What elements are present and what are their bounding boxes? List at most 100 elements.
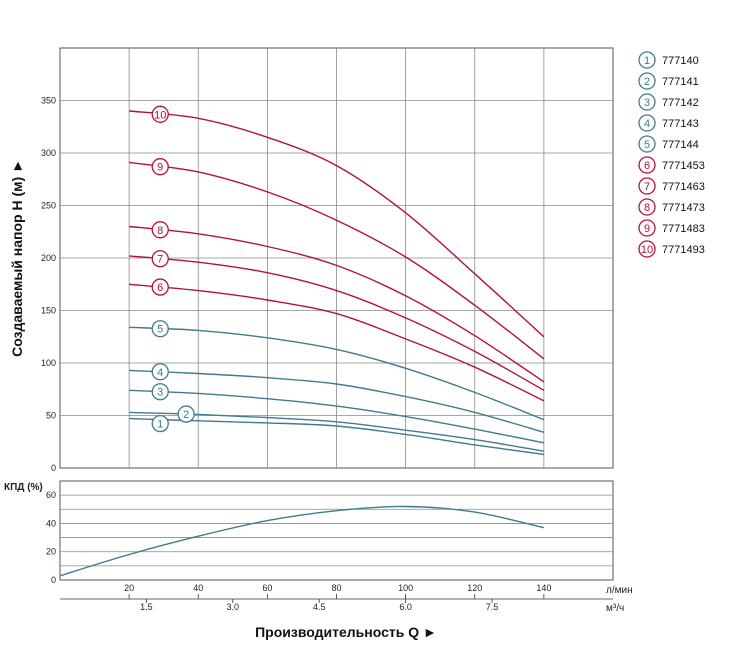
x-tick-label-m3h: 7.5 bbox=[486, 602, 499, 612]
legend-marker-label: 3 bbox=[644, 97, 650, 109]
curve-marker-9 bbox=[151, 158, 169, 176]
curve-marker-3 bbox=[151, 383, 169, 401]
curve-marker-8 bbox=[151, 221, 169, 239]
legend-entry-7771493: 7771493 bbox=[662, 244, 705, 256]
curve-marker-label: 6 bbox=[157, 282, 163, 294]
curve-marker-5 bbox=[151, 320, 169, 338]
efficiency-y-tick-label: 20 bbox=[46, 547, 56, 557]
legend-marker-8 bbox=[638, 198, 656, 216]
curve-marker-10 bbox=[151, 105, 169, 123]
head-y-tick-label: 200 bbox=[41, 253, 56, 263]
head-curve-1 bbox=[129, 417, 544, 456]
legend-entry-777144: 777144 bbox=[662, 139, 699, 151]
legend-marker-3 bbox=[638, 93, 656, 111]
x-tick-label-lmin: 100 bbox=[398, 583, 413, 593]
curve-marker-6 bbox=[151, 278, 169, 296]
legend-marker-10 bbox=[638, 240, 656, 258]
x-tick-label-lmin: 120 bbox=[467, 583, 482, 593]
legend-marker-7 bbox=[638, 177, 656, 195]
head-curve-7 bbox=[129, 255, 545, 391]
x-tick-label-m3h: 4.5 bbox=[313, 602, 326, 612]
x-unit-m3h: м³/ч bbox=[606, 603, 624, 614]
x-axis-title: Производительность Q ► bbox=[255, 624, 437, 640]
efficiency-chart-series bbox=[59, 505, 545, 577]
curve-marker-label: 4 bbox=[157, 367, 163, 379]
legend-marker-4 bbox=[638, 114, 656, 132]
head-chart-grid bbox=[59, 47, 614, 469]
legend-entry-777141: 777141 bbox=[662, 76, 699, 88]
curve-marker-label: 7 bbox=[157, 254, 163, 266]
x-tick-label-lmin: 20 bbox=[124, 583, 134, 593]
legend-entry-777143: 777143 bbox=[662, 118, 699, 130]
legend-entry-777140: 777140 bbox=[662, 55, 699, 67]
legend: 1 777140 2 777141 3 777142 4 777143 5 777144 6 7771… bbox=[638, 51, 705, 258]
legend-marker-label: 6 bbox=[644, 160, 650, 172]
head-y-tick-label: 0 bbox=[51, 463, 56, 473]
head-y-tick-label: 100 bbox=[41, 358, 56, 368]
x-tick-label-lmin: 80 bbox=[331, 583, 341, 593]
curve-marker-4 bbox=[151, 363, 169, 381]
head-y-tick-label: 300 bbox=[41, 148, 56, 158]
curve-marker-label: 8 bbox=[157, 225, 163, 237]
curve-marker-7 bbox=[151, 250, 169, 268]
curve-marker-label: 2 bbox=[183, 409, 189, 421]
head-chart-ticks: 0 50 100 150 200 250 300 350 bbox=[41, 96, 56, 474]
legend-marker-label: 1 bbox=[644, 55, 650, 67]
x-tick-label-m3h: 3.0 bbox=[227, 602, 240, 612]
head-curve-5 bbox=[129, 326, 545, 421]
x-tick-label-m3h: 1.5 bbox=[140, 602, 153, 612]
legend-marker-2 bbox=[638, 72, 656, 90]
legend-entry-7771483: 7771483 bbox=[662, 223, 705, 235]
curve-marker-label: 10 bbox=[154, 109, 166, 121]
x-tick-label-lmin: 140 bbox=[536, 583, 551, 593]
head-curve-8 bbox=[129, 225, 545, 383]
efficiency-y-tick-label: 0 bbox=[51, 575, 56, 585]
legend-marker-label: 9 bbox=[644, 223, 650, 235]
curve-marker-label: 5 bbox=[157, 324, 163, 336]
legend-marker-1 bbox=[638, 51, 656, 69]
efficiency-curve bbox=[59, 505, 545, 577]
x-tick-label-lmin: 60 bbox=[262, 583, 272, 593]
legend-marker-label: 8 bbox=[644, 202, 650, 214]
head-curve-6 bbox=[129, 283, 545, 402]
head-chart-markers: 1 2 3 4 5 6 7 8 9 10 bbox=[151, 105, 195, 433]
legend-marker-label: 10 bbox=[641, 244, 653, 256]
legend-entry-7771453: 7771453 bbox=[662, 160, 705, 172]
efficiency-chart-ticks: 0 20 40 60 20 40 60 80 100 120 140 1.5 3.0 4.5 6.0 7.5 bbox=[46, 490, 613, 612]
legend-marker-label: 7 bbox=[644, 181, 650, 193]
efficiency-chart-grid bbox=[59, 480, 614, 581]
head-curve-9 bbox=[129, 161, 545, 360]
curve-marker-label: 9 bbox=[157, 162, 163, 174]
legend-entry-7771473: 7771473 bbox=[662, 202, 705, 214]
legend-entry-7771463: 7771463 bbox=[662, 181, 705, 193]
efficiency-plot-frame bbox=[59, 480, 614, 581]
head-curve-4 bbox=[129, 369, 545, 433]
curve-marker-label: 1 bbox=[157, 419, 163, 431]
legend-marker-5 bbox=[638, 135, 656, 153]
x-tick-label-m3h: 6.0 bbox=[399, 602, 412, 612]
head-curve-10 bbox=[129, 110, 545, 338]
head-curve-3 bbox=[129, 389, 545, 444]
legend-entry-777142: 777142 bbox=[662, 97, 699, 109]
head-y-tick-label: 50 bbox=[46, 411, 56, 421]
y-axis-title: Создаваемый напор H (м) ► bbox=[9, 159, 25, 357]
head-y-tick-label: 250 bbox=[41, 201, 56, 211]
efficiency-y-tick-label: 60 bbox=[46, 490, 56, 500]
x-tick-label-lmin: 40 bbox=[193, 583, 203, 593]
curve-marker-label: 3 bbox=[157, 387, 163, 399]
legend-marker-label: 4 bbox=[644, 118, 650, 130]
head-curve-2 bbox=[129, 411, 545, 452]
legend-marker-9 bbox=[638, 219, 656, 237]
head-y-tick-label: 150 bbox=[41, 306, 56, 316]
legend-marker-label: 2 bbox=[644, 76, 650, 88]
efficiency-y-tick-label: 40 bbox=[46, 518, 56, 528]
efficiency-y-label: КПД (%) bbox=[4, 482, 43, 493]
legend-marker-6 bbox=[638, 156, 656, 174]
head-y-tick-label: 350 bbox=[41, 96, 56, 106]
x-unit-lmin: л/мин bbox=[606, 585, 633, 596]
head-chart-series bbox=[129, 110, 545, 456]
curve-marker-2 bbox=[177, 405, 195, 423]
curve-marker-1 bbox=[151, 414, 169, 433]
legend-marker-label: 5 bbox=[644, 139, 650, 151]
